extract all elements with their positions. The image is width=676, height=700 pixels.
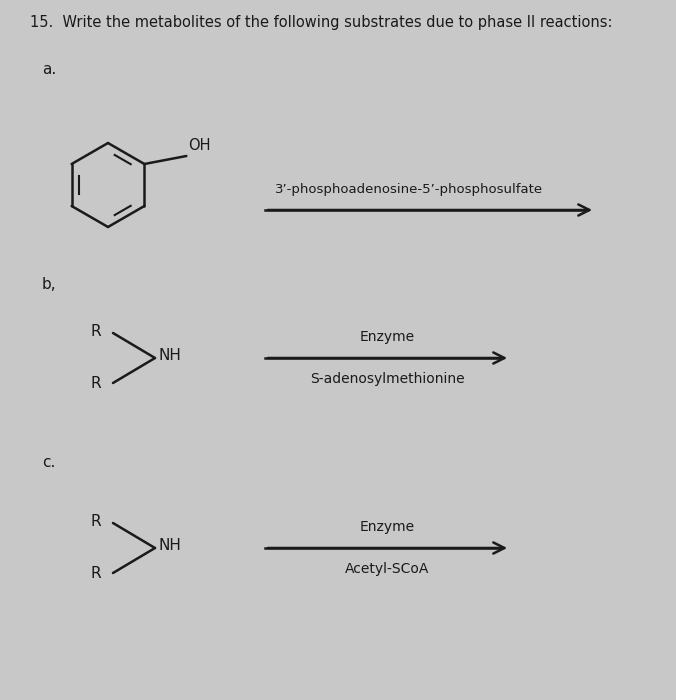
Text: b,: b, <box>42 277 57 292</box>
Text: NH: NH <box>158 349 181 363</box>
Text: Enzyme: Enzyme <box>360 520 415 534</box>
Text: R: R <box>91 566 101 582</box>
Text: Enzyme: Enzyme <box>360 330 415 344</box>
Text: c.: c. <box>42 455 55 470</box>
Text: S-adenosylmethionine: S-adenosylmethionine <box>310 372 465 386</box>
Text: Acetyl-SCoA: Acetyl-SCoA <box>345 562 430 576</box>
Text: R: R <box>91 514 101 529</box>
Text: 3’-phosphoadenosine-5’-phosphosulfate: 3’-phosphoadenosine-5’-phosphosulfate <box>275 183 543 196</box>
Text: R: R <box>91 377 101 391</box>
Text: a.: a. <box>42 62 56 77</box>
Text: R: R <box>91 325 101 340</box>
Text: OH: OH <box>189 138 211 153</box>
Text: NH: NH <box>158 538 181 554</box>
Text: 15.  Write the metabolites of the following substrates due to phase II reactions: 15. Write the metabolites of the followi… <box>30 15 612 30</box>
